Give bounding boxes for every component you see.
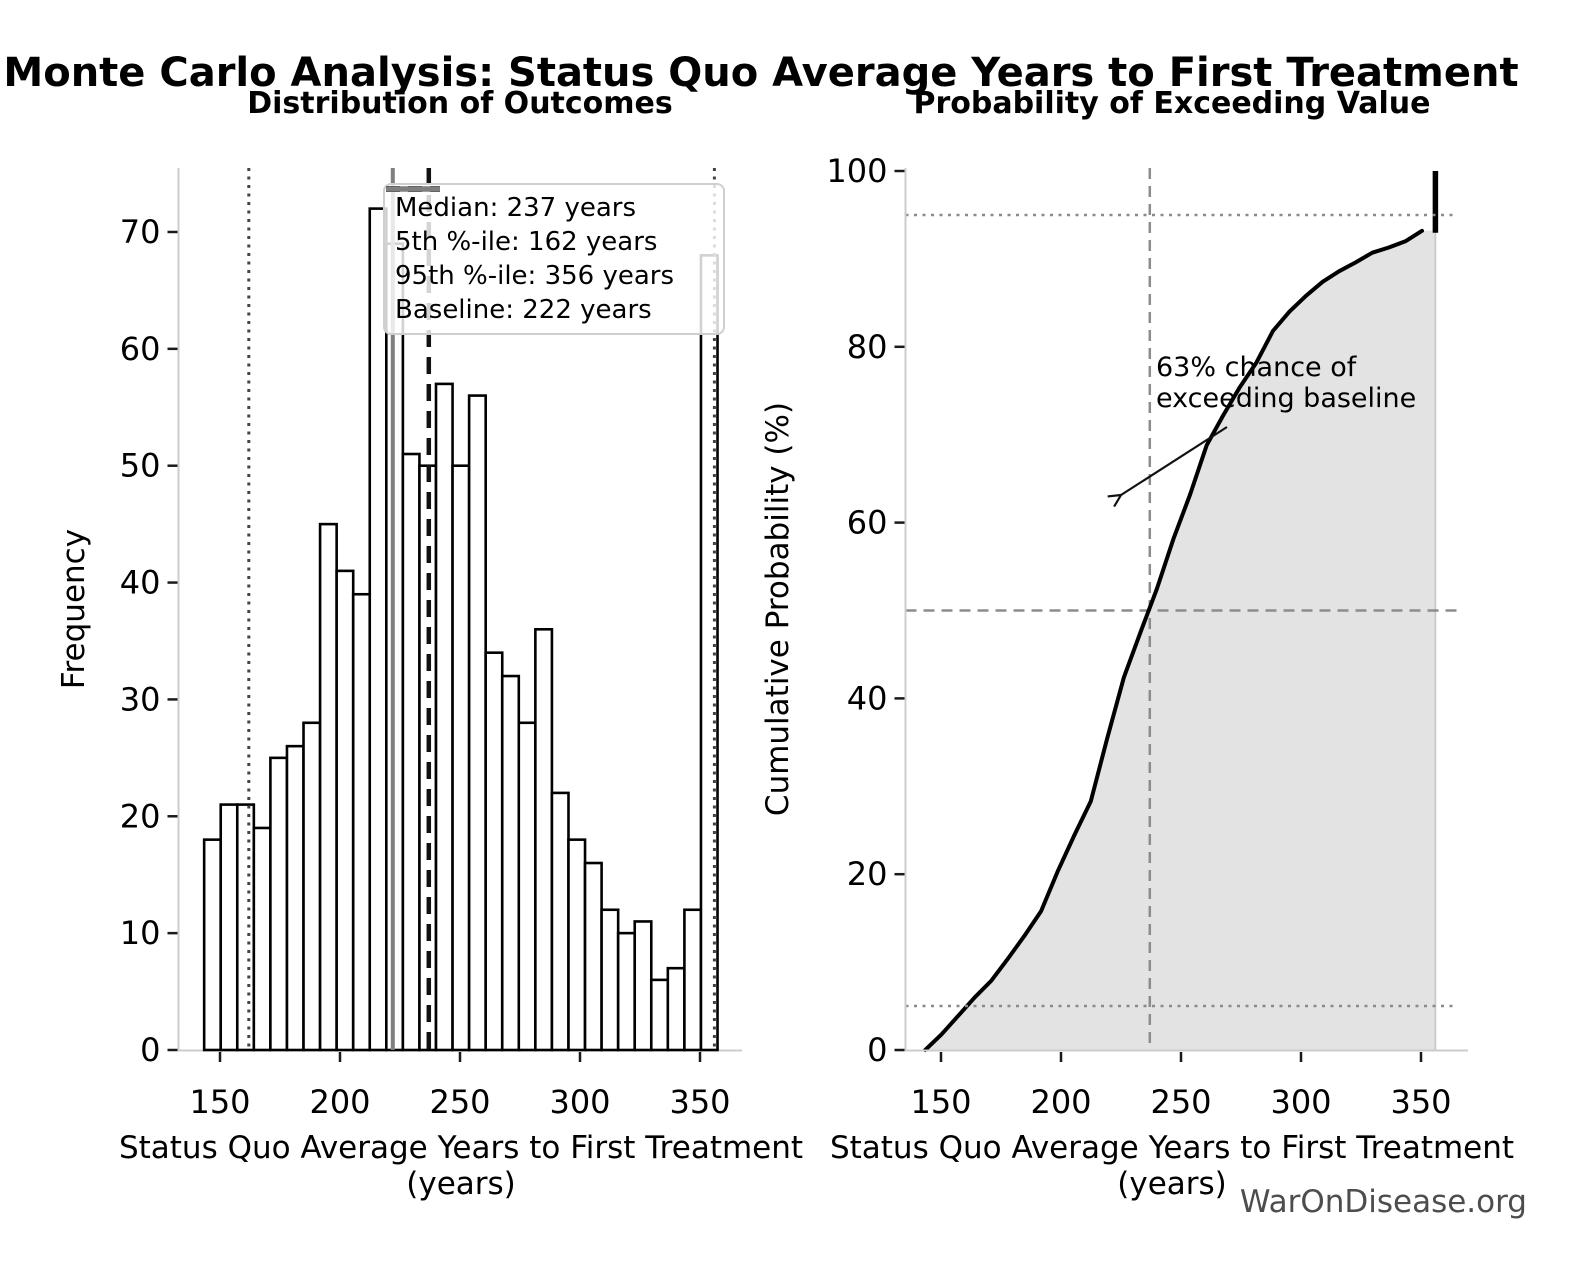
cdf-y-tick-label: 80 <box>847 328 888 366</box>
legend-item: 95th %-ile: 356 years <box>386 186 713 293</box>
histogram-bar <box>202 838 223 1052</box>
histogram-bar <box>269 756 289 1052</box>
histogram-y-tick-label: 0 <box>140 1031 160 1069</box>
histogram-bar <box>633 920 653 1052</box>
histogram-bar <box>649 978 670 1052</box>
figure-title: Monte Carlo Analysis: Status Quo Average… <box>3 50 1519 96</box>
cdf-fill-area <box>925 230 1436 1051</box>
legend: Median: 237 years 5th %-ile: 162 years 95t… <box>383 183 725 335</box>
annotation-text: 63% chance of exceeding baseline <box>1156 352 1416 414</box>
histogram-bar <box>235 803 256 1052</box>
histogram-bar <box>219 803 239 1052</box>
histogram-y-tick-label: 60 <box>120 330 161 368</box>
histogram-x-tick-label: 250 <box>429 1083 490 1121</box>
cdf-x-tick-label: 200 <box>1030 1083 1091 1121</box>
histogram-bar <box>302 721 322 1052</box>
histogram-bar <box>517 721 537 1052</box>
legend-line-sample-icon <box>386 186 440 192</box>
histogram-bar <box>252 826 272 1052</box>
histogram-bar <box>451 464 471 1052</box>
cdf-plot: 150 200 250 300 350 0 20 40 60 80 100 <box>826 152 1468 1121</box>
cdf-y-axis-label: Cumulative Probability (%) <box>760 401 796 817</box>
histogram-y-tick-label: 70 <box>120 213 161 251</box>
histogram-y-axis-label: Frequency <box>56 528 92 690</box>
cdf-y-tick-label: 40 <box>847 679 888 717</box>
histogram-y-tick-label: 30 <box>120 680 161 718</box>
histogram-y-tick-label: 50 <box>120 447 161 485</box>
annotation-line-2: exceeding baseline <box>1156 383 1417 414</box>
cdf-y-tick-label: 100 <box>826 152 887 190</box>
legend-item-label: 5th %-ile: 162 years <box>395 227 658 257</box>
cdf-x-tick-label: 250 <box>1150 1083 1211 1121</box>
histogram-bar <box>583 861 603 1052</box>
histogram-bar <box>351 592 372 1052</box>
histogram-bar <box>683 908 703 1052</box>
histogram-bar <box>335 569 355 1052</box>
legend-item: 5th %-ile: 162 years <box>386 186 713 259</box>
histogram-bar <box>567 838 587 1052</box>
annotation-arrow <box>1121 426 1228 495</box>
legend-item: Median: 237 years <box>386 186 713 225</box>
histogram-x-tick-label: 200 <box>309 1083 370 1121</box>
histogram-bar <box>368 207 388 1052</box>
histogram-bar <box>401 452 421 1052</box>
cdf-title: Probability of Exceeding Value <box>913 86 1431 121</box>
histogram-bar <box>484 651 504 1052</box>
histogram-x-tick-label: 150 <box>189 1083 250 1121</box>
cdf-x-tick-label: 350 <box>1390 1083 1451 1121</box>
legend-item-label: Median: 237 years <box>395 193 637 223</box>
histogram-bar <box>534 628 554 1052</box>
histogram-bar <box>550 791 570 1052</box>
histogram-y-tick-label: 40 <box>120 564 161 602</box>
cdf-y-tick-label: 0 <box>867 1031 887 1069</box>
histogram-y-tick-label: 20 <box>120 797 161 835</box>
histogram-bar <box>285 744 305 1052</box>
histogram-bar <box>616 931 637 1052</box>
legend-item-label: Baseline: 222 years <box>395 295 652 325</box>
histogram-bar <box>434 382 454 1052</box>
cdf-x-tick-label: 300 <box>1270 1083 1331 1121</box>
histogram-bar <box>666 966 686 1052</box>
cdf-y-tick-label: 20 <box>847 855 888 893</box>
cdf-x-axis-label: Status Quo Average Years to First Treatm… <box>829 1130 1515 1202</box>
histogram-bar <box>600 908 620 1052</box>
histogram-x-tick-label: 300 <box>549 1083 610 1121</box>
histogram-bars <box>202 207 719 1052</box>
histogram-bar <box>467 394 487 1052</box>
histogram-title: Distribution of Outcomes <box>247 86 673 121</box>
cdf-y-tick-label: 60 <box>847 504 888 542</box>
cdf-curve <box>923 228 1424 1052</box>
histogram-bar <box>500 674 521 1052</box>
cdf-x-tick-label: 150 <box>910 1083 971 1121</box>
annotation-line-1: 63% chance of <box>1156 352 1357 383</box>
watermark: WarOnDisease.org <box>1239 1184 1527 1220</box>
legend-item: Baseline: 222 years <box>386 186 713 327</box>
histogram-x-axis-label: Status Quo Average Years to First Treatm… <box>118 1130 804 1202</box>
legend-item-label: 95th %-ile: 356 years <box>395 261 675 291</box>
histogram-x-tick-label: 350 <box>669 1083 730 1121</box>
histogram-y-tick-label: 10 <box>120 914 161 952</box>
histogram-plot: 150 200 250 300 350 0 10 20 30 40 50 60 70 <box>120 168 742 1121</box>
histogram-bar <box>318 522 338 1052</box>
